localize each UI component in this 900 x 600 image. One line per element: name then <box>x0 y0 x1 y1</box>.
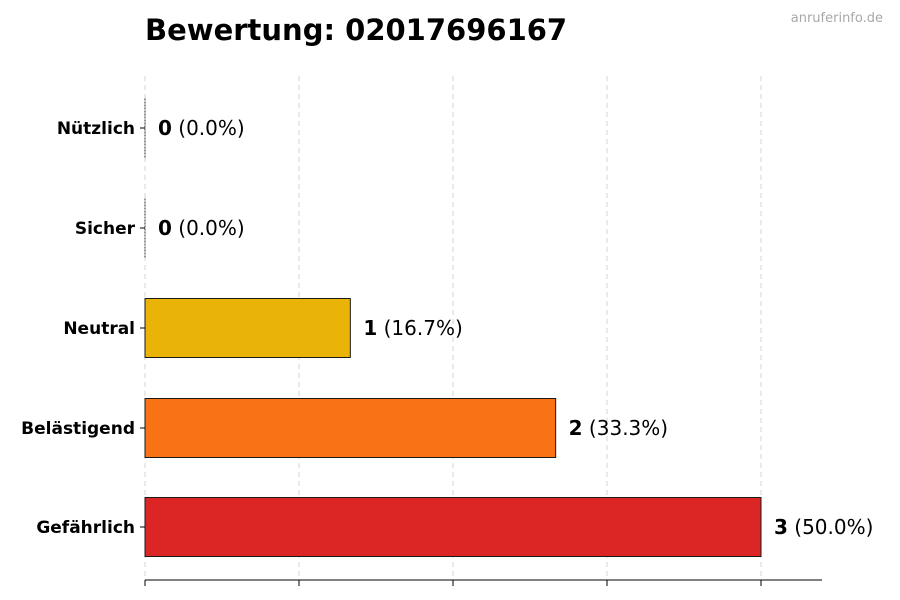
category-label-4: Gefährlich <box>36 518 135 538</box>
value-count-2: 1 <box>363 316 377 340</box>
bar-3 <box>144 398 557 458</box>
bars <box>144 98 762 557</box>
value-label-2: 1 (16.7%) <box>363 316 462 340</box>
value-label-4: 3 (50.0%) <box>774 515 873 539</box>
value-percent-0: (0.0%) <box>172 116 245 140</box>
value-label-3: 2 (33.3%) <box>569 416 668 440</box>
bar-2 <box>144 298 351 358</box>
category-label-1: Sicher <box>75 219 136 239</box>
value-count-0: 0 <box>158 116 172 140</box>
x-axis <box>140 127 822 586</box>
bar-4 <box>144 497 762 557</box>
watermark: anruferinfo.de <box>791 11 883 26</box>
chart-title: Bewertung: 02017696167 <box>145 13 567 47</box>
value-label-0: 0 (0.0%) <box>158 116 245 140</box>
value-count-1: 0 <box>158 216 172 240</box>
category-label-2: Neutral <box>63 319 135 339</box>
value-count-3: 2 <box>569 416 583 440</box>
value-percent-3: (33.3%) <box>583 416 669 440</box>
value-percent-4: (50.0%) <box>788 515 874 539</box>
value-percent-1: (0.0%) <box>172 216 245 240</box>
labels: Nützlich 0 (0.0%) Sicher 0 (0.0%) Neutral 1 (… <box>21 116 873 539</box>
value-percent-2: (16.7%) <box>377 316 463 340</box>
value-count-4: 3 <box>774 515 788 539</box>
category-label-3: Belästigend <box>21 419 135 439</box>
category-label-0: Nützlich <box>57 119 135 139</box>
value-label-1: 0 (0.0%) <box>158 216 245 240</box>
